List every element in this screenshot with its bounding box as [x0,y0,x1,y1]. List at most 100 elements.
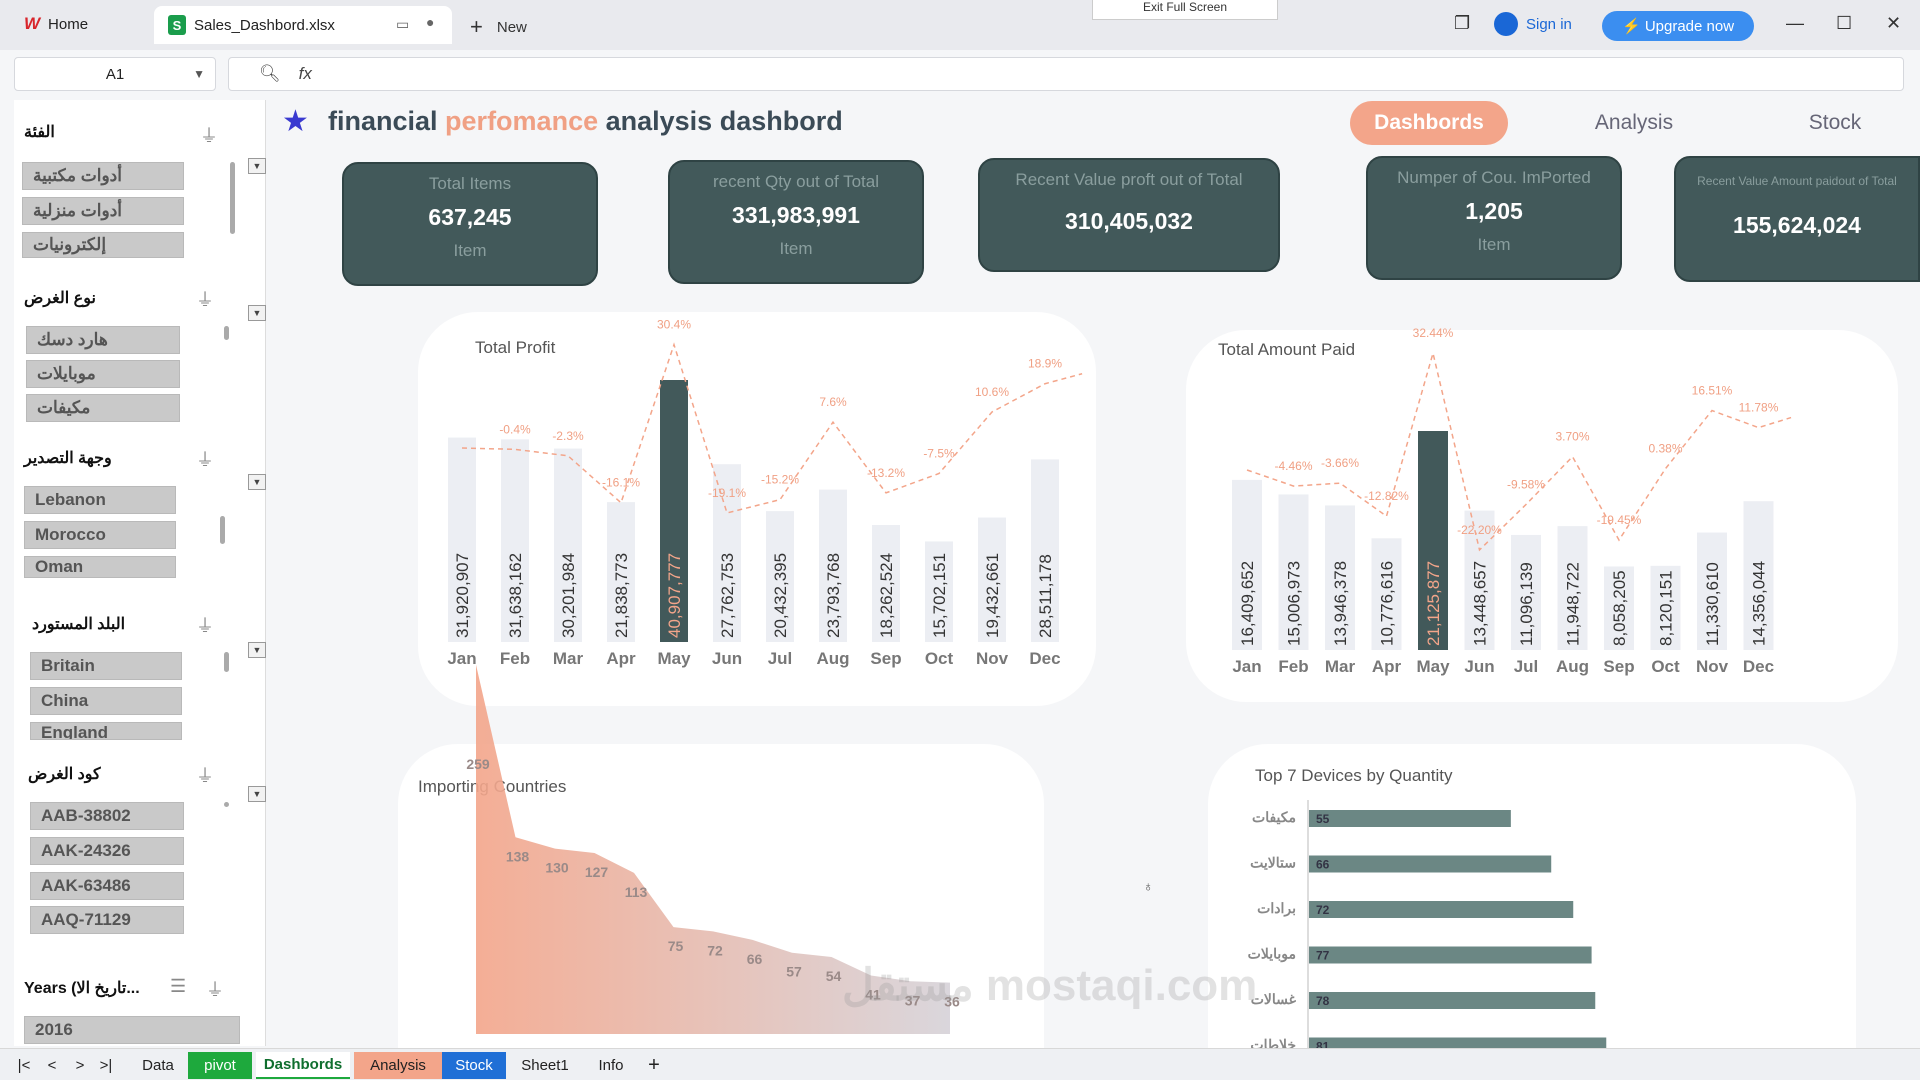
bar-apr [607,502,635,642]
slicer-item[interactable]: إلكترونيات [22,232,184,258]
window-layout-icon[interactable]: ❐ [1454,13,1471,33]
sheet-tab-sheet1[interactable]: Sheet1 [521,1057,569,1074]
growth-label: -7.5% [923,447,955,461]
clear-filter-icon[interactable]: ⏚ [196,766,214,786]
sheet-tab-dashbords[interactable]: Dashbords [256,1052,350,1079]
dashboard-title: financial perfomance analysis dashbord [328,106,843,137]
slicer-item[interactable]: AAK-63486 [30,872,184,900]
home-tab[interactable]: W Home [10,6,148,42]
sheet-tab-pivot[interactable]: pivot [188,1052,252,1079]
sign-in-button[interactable]: Sign in [1494,12,1572,36]
title-part-1: financial [328,106,438,136]
device-category-label: غسالات [1251,991,1297,1007]
unsaved-dot-icon[interactable]: ● [426,14,435,30]
maximize-icon[interactable]: ☐ [1836,13,1853,33]
slicer-scrollbar[interactable] [220,516,225,544]
slicer-item[interactable]: Morocco [24,521,176,549]
bar-jul [766,511,794,642]
dropdown-icon[interactable]: ▼ [248,642,266,658]
bar-aug [819,489,847,642]
month-tick-label: Aug [1556,657,1589,676]
upgrade-label: Upgrade now [1644,17,1735,35]
zoom-icon[interactable]: 🔍︎ [259,64,281,83]
clear-filter-icon[interactable]: ⏚ [196,290,214,310]
slicer-scrollbar[interactable] [224,326,229,340]
slicer-item[interactable]: Britain [30,652,182,680]
bar-dec [1743,501,1774,650]
month-tick-label: Apr [606,649,636,668]
growth-label: 11.78% [1739,401,1779,415]
slicer-item[interactable]: أدوات مكتبية [22,162,184,190]
slicer-item[interactable]: AAQ-71129 [30,906,184,934]
slicer-item[interactable]: أدوات منزلية [22,197,184,225]
sheet-tab-data[interactable]: Data [142,1057,174,1074]
nav-dashboards[interactable]: Dashbords [1350,101,1508,145]
clear-filter-icon[interactable]: ⏚ [196,616,214,636]
add-sheet-icon[interactable]: + [648,1054,660,1076]
new-tab-button[interactable]: + New [470,14,527,40]
bar-value-label: 13,946,378 [1331,561,1350,646]
device-category-label: ستالايت [1250,855,1296,871]
slicer-scrollbar[interactable] [224,802,229,807]
slicer-item[interactable]: موبايلات [26,360,180,388]
slicer-item[interactable]: هارد دسك [26,326,180,354]
file-tab[interactable]: S Sales_Dashbord.xlsx ▭ ● [154,6,452,44]
device-bar [1309,946,1592,964]
upgrade-button[interactable]: ⚡ Upgrade now [1602,11,1754,41]
slicer-item[interactable]: AAK-24326 [30,837,184,865]
slicer-item[interactable]: Oman [24,556,176,578]
monitor-icon[interactable]: ▭ [396,16,410,32]
bar-may [660,380,688,642]
growth-label: -15.2% [761,473,799,487]
kpi-label: Recent Value Amount paidout of Total [1697,174,1897,188]
nav-analysis[interactable]: Analysis [1594,111,1674,134]
clear-filter-icon[interactable]: ⏚ [200,126,218,146]
sheet-tab-analysis[interactable]: Analysis [354,1052,442,1079]
last-sheet-icon[interactable]: >| [99,1057,113,1074]
bar-mar [554,448,582,642]
area-series [476,664,950,1034]
growth-label: -12.82% [1364,489,1409,503]
close-icon[interactable]: ✕ [1886,13,1902,33]
clear-filter-icon[interactable]: ⏚ [206,980,224,1000]
slicer-item[interactable]: Lebanon [24,486,176,514]
device-category-label: موبايلات [1248,946,1296,963]
slicer-item[interactable]: China [30,687,182,715]
area-value-label: 41 [865,987,881,1003]
next-sheet-icon[interactable]: > [75,1057,85,1074]
bar-value-label: 21,838,773 [612,553,631,638]
slicer-item[interactable]: AAB-38802 [30,802,184,830]
dropdown-icon[interactable]: ▼ [248,474,266,490]
clear-filter-icon[interactable]: ⏚ [196,450,214,470]
sheet-tab-info[interactable]: Info [598,1057,624,1074]
bar-value-label: 18,262,524 [877,553,896,638]
kpi-value: 310,405,032 [1065,208,1193,234]
nav-stock[interactable]: Stock [1808,111,1862,134]
dropdown-icon[interactable]: ▼ [248,158,266,174]
slicer-item[interactable]: 2016 [24,1016,240,1044]
formula-input[interactable]: 🔍︎ fx [228,57,1904,91]
sheet-tab-stock[interactable]: Stock [442,1052,506,1079]
dropdown-icon[interactable]: ▼ [248,305,266,321]
first-sheet-icon[interactable]: |< [17,1057,31,1074]
prev-sheet-icon[interactable]: < [47,1057,57,1074]
exit-fullscreen-button[interactable]: Exit Full Screen [1092,0,1278,20]
slicer-scrollbar[interactable] [230,162,235,234]
dropdown-icon[interactable]: ▼ [248,786,266,802]
name-box[interactable]: A1 ▼ [14,57,216,91]
growth-label: -19.45% [1597,513,1642,527]
month-tick-label: Oct [1651,657,1680,676]
minimize-icon[interactable]: — [1786,13,1804,33]
slicer-item[interactable]: مكيفات [26,394,180,422]
bar-jan [448,437,476,642]
bar-feb [501,439,529,642]
growth-label: 3.70% [1555,430,1589,444]
growth-label: -0.4% [499,422,531,436]
slicer-scrollbar[interactable] [224,652,229,672]
function-icon[interactable]: fx [298,64,312,83]
multi-select-icon[interactable]: ☰ [170,976,187,996]
slicer-item[interactable]: England [30,722,182,740]
chevron-down-icon[interactable]: ▼ [193,67,205,81]
device-bar [1309,901,1574,918]
watermark: مستقل mostaqi.com [842,961,1258,1010]
